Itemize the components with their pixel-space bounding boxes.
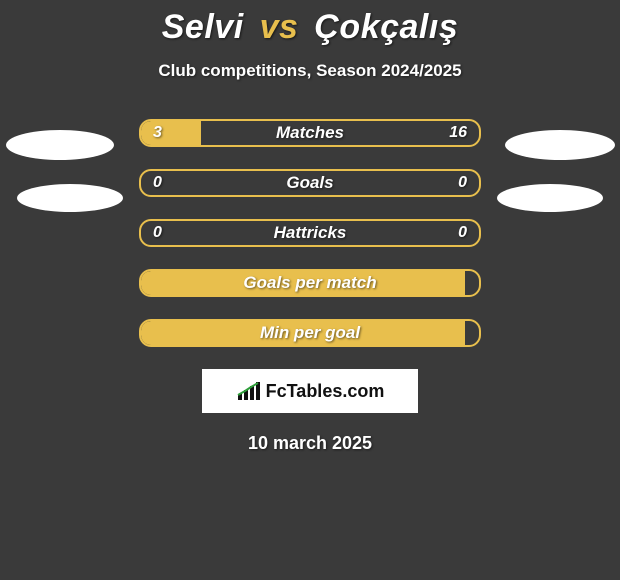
bars-icon [236,380,262,402]
player1-avatar-small [17,184,123,212]
comparison-title: Selvi vs Çokçalış [0,8,620,47]
stat-right-value: 0 [458,171,467,195]
stat-right-value: 0 [458,221,467,245]
stat-left-value: 3 [153,121,162,145]
source-logo: FcTables.com [202,369,418,413]
stat-fill-left [141,121,201,145]
stat-right-value: 16 [449,121,467,145]
generated-date: 10 march 2025 [0,433,620,454]
stat-row-goals: 0 Goals 0 [139,169,481,197]
stat-left-value: 0 [153,221,162,245]
player1-name: Selvi [162,8,244,46]
stat-label: Goals [141,171,479,195]
vs-label: vs [260,8,299,46]
infographic-container: Selvi vs Çokçalış Club competitions, Sea… [0,8,620,580]
stat-left-value: 0 [153,171,162,195]
logo-text: FcTables.com [266,381,385,402]
stat-row-hattricks: 0 Hattricks 0 [139,219,481,247]
stat-fill-left [141,321,465,345]
stat-fill-left [141,271,465,295]
player2-name: Çokçalış [314,8,458,46]
player1-avatar-large [6,130,114,160]
stat-row-min-per-goal: Min per goal [139,319,481,347]
stat-row-matches: 3 Matches 16 [139,119,481,147]
stat-row-goals-per-match: Goals per match [139,269,481,297]
subtitle: Club competitions, Season 2024/2025 [0,61,620,81]
player2-avatar-small [497,184,603,212]
stat-label: Hattricks [141,221,479,245]
player2-avatar-large [505,130,615,160]
